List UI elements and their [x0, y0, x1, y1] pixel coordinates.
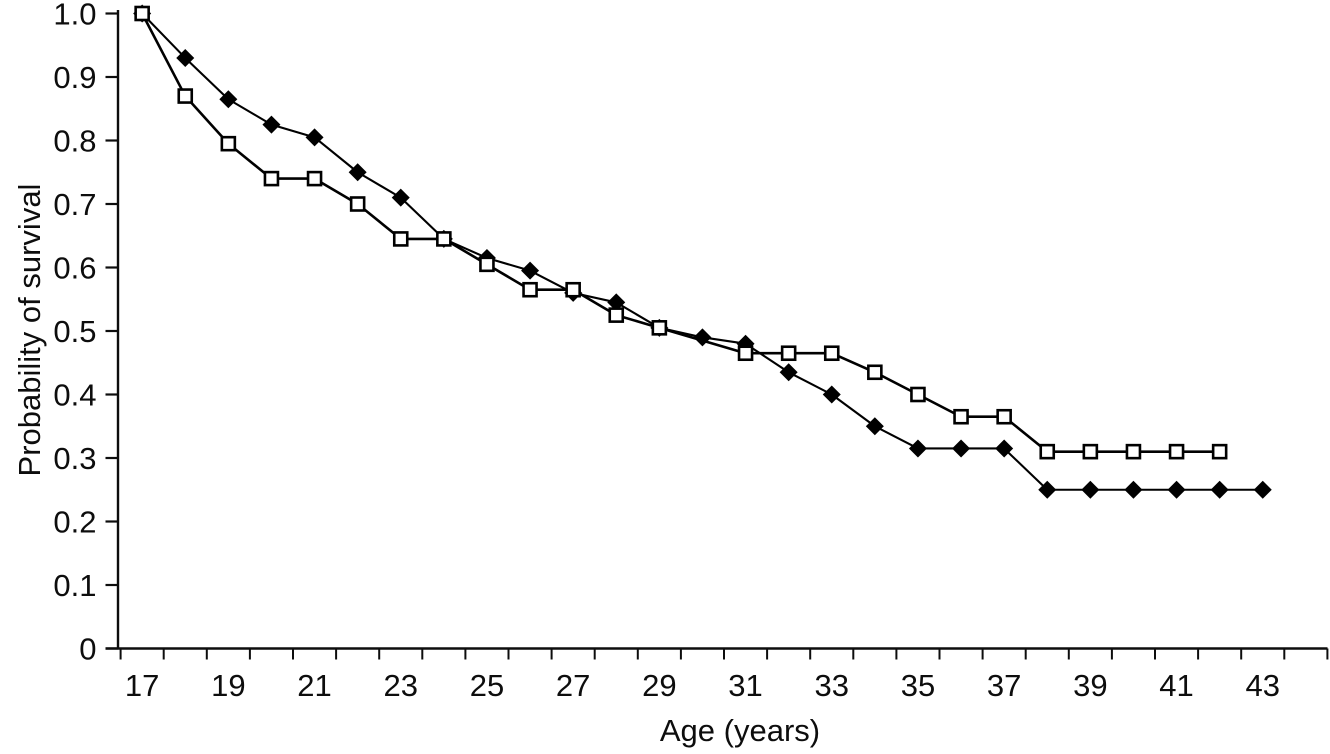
y-tick-label: 0.2	[53, 505, 96, 540]
x-tick-label: 29	[642, 668, 676, 703]
filled-diamond-marker	[865, 417, 884, 436]
y-tick-label: 0.3	[53, 441, 96, 476]
open-square-marker	[780, 345, 797, 362]
y-tick-label: 1.0	[53, 0, 96, 32]
open-square-marker	[134, 5, 150, 22]
x-axis-title: Age (years)	[660, 713, 820, 748]
x-tick-label: 25	[470, 668, 504, 703]
y-tick-label: 0.8	[53, 124, 96, 159]
x-tick-label: 39	[1073, 668, 1107, 703]
open-square-marker	[1082, 443, 1099, 460]
filled-diamond-marker	[521, 261, 540, 280]
x-tick-label: 37	[987, 668, 1021, 703]
filled-diamond-marker	[779, 363, 798, 382]
open-square-marker	[996, 408, 1012, 425]
x-tick-label: 31	[728, 668, 762, 703]
x-tick-label: 33	[815, 668, 849, 703]
x-tick-label: 19	[211, 668, 245, 703]
filled-diamond-marker	[952, 439, 971, 458]
open-square-marker	[306, 170, 323, 187]
open-square-marker	[953, 408, 969, 425]
filled-diamond-marker	[995, 439, 1014, 458]
open-square-marker	[737, 345, 754, 362]
open-square-marker	[823, 345, 840, 362]
y-axis-title: Probability of survival	[12, 184, 47, 477]
open-square-marker	[1125, 443, 1142, 460]
open-square-marker	[867, 364, 883, 381]
open-square-marker	[436, 231, 452, 247]
open-square-marker	[565, 281, 581, 298]
filled-diamond-marker	[305, 128, 324, 147]
open-square-marker	[651, 320, 668, 336]
filled-diamond-marker	[1081, 480, 1100, 499]
filled-diamond-marker	[219, 90, 238, 109]
x-tick-label: 21	[297, 668, 331, 703]
y-tick-label: 0.9	[53, 60, 96, 95]
x-tick-label: 23	[384, 668, 418, 703]
x-tick-label: 43	[1246, 668, 1280, 703]
filled-diamond-marker	[693, 328, 712, 347]
y-tick-label: 0.7	[53, 187, 96, 222]
open-square-marker	[1211, 443, 1228, 460]
y-tick-label: 0	[79, 632, 96, 667]
filled-diamond-marker	[176, 48, 195, 67]
x-tick-label: 41	[1159, 668, 1193, 703]
filled-diamond-marker	[348, 163, 367, 182]
open-square-marker	[608, 307, 625, 323]
x-tick-label: 27	[556, 668, 590, 703]
open-square-marker	[910, 386, 926, 403]
y-tick-label: 0.1	[53, 568, 96, 603]
open-square-marker	[177, 88, 194, 104]
filled-diamond-marker	[1124, 480, 1143, 499]
filled-diamond-marker	[822, 385, 841, 404]
open-square-marker	[479, 256, 495, 273]
filled-diamond-marker	[391, 188, 410, 207]
filled-diamond-marker	[1038, 480, 1057, 499]
series-line-filled-diamond	[141, 12, 1263, 491]
filled-diamond-marker	[607, 293, 626, 312]
series-line-open-square	[140, 12, 1220, 453]
filled-diamond-marker	[1210, 480, 1229, 499]
filled-diamond-marker	[1253, 480, 1272, 499]
open-square-marker	[263, 170, 280, 187]
y-tick-label: 0.4	[53, 378, 96, 413]
filled-diamond-marker	[262, 115, 281, 134]
open-square-marker	[1039, 443, 1056, 460]
y-tick-label: 0.6	[53, 251, 96, 286]
open-square-marker	[522, 281, 538, 298]
y-tick-label: 0.5	[53, 314, 96, 349]
open-square-marker	[392, 231, 409, 247]
open-square-marker	[220, 135, 237, 152]
x-tick-label: 17	[125, 668, 159, 703]
open-square-marker	[1168, 443, 1185, 460]
x-tick-label: 35	[901, 668, 935, 703]
open-square-marker	[349, 196, 366, 212]
filled-diamond-marker	[908, 439, 927, 458]
filled-diamond-marker	[1167, 480, 1186, 499]
